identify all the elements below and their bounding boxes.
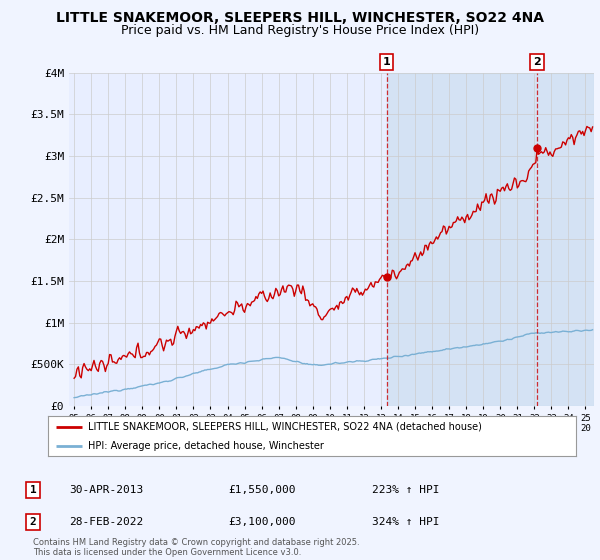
Text: 1: 1 bbox=[29, 485, 37, 495]
Text: £3,100,000: £3,100,000 bbox=[228, 517, 296, 527]
Text: LITTLE SNAKEMOOR, SLEEPERS HILL, WINCHESTER, SO22 4NA (detached house): LITTLE SNAKEMOOR, SLEEPERS HILL, WINCHES… bbox=[88, 422, 481, 432]
Text: 223% ↑ HPI: 223% ↑ HPI bbox=[372, 485, 439, 495]
Text: LITTLE SNAKEMOOR, SLEEPERS HILL, WINCHESTER, SO22 4NA: LITTLE SNAKEMOOR, SLEEPERS HILL, WINCHES… bbox=[56, 11, 544, 25]
Text: 30-APR-2013: 30-APR-2013 bbox=[69, 485, 143, 495]
Text: HPI: Average price, detached house, Winchester: HPI: Average price, detached house, Winc… bbox=[88, 441, 323, 451]
Text: Contains HM Land Registry data © Crown copyright and database right 2025.
This d: Contains HM Land Registry data © Crown c… bbox=[33, 538, 359, 557]
Text: 2: 2 bbox=[29, 517, 37, 527]
Text: £1,550,000: £1,550,000 bbox=[228, 485, 296, 495]
Text: Price paid vs. HM Land Registry's House Price Index (HPI): Price paid vs. HM Land Registry's House … bbox=[121, 24, 479, 37]
Text: 28-FEB-2022: 28-FEB-2022 bbox=[69, 517, 143, 527]
Text: 1: 1 bbox=[383, 57, 391, 67]
Text: 324% ↑ HPI: 324% ↑ HPI bbox=[372, 517, 439, 527]
Text: 2: 2 bbox=[533, 57, 541, 67]
Bar bbox=[386, 73, 594, 406]
